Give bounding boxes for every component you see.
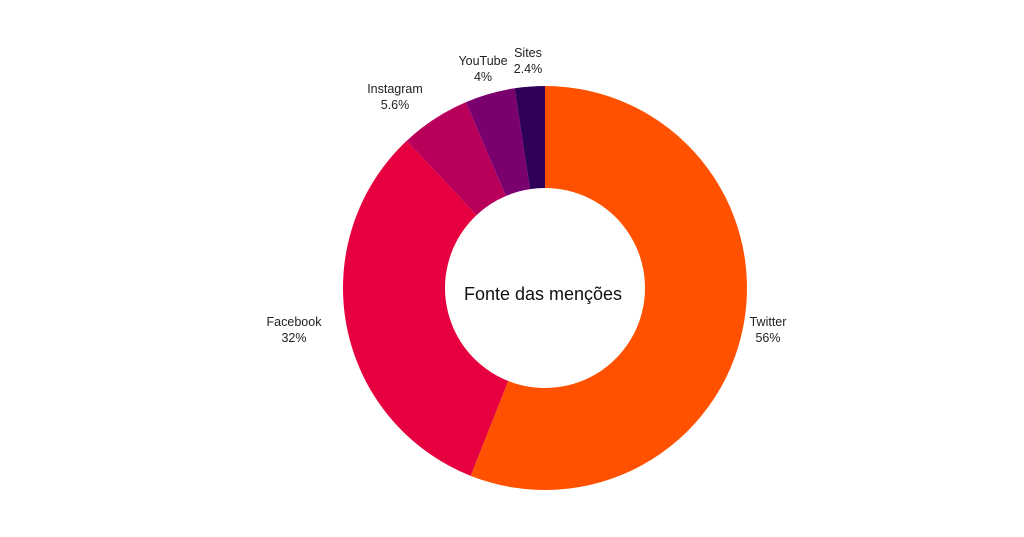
slice-label-facebook: Facebook [267,315,323,329]
slice-value-facebook: 32% [281,331,306,345]
slice-label-sites: Sites [514,46,542,60]
slice-twitter [470,86,747,491]
slice-value-youtube: 4% [474,70,492,84]
slice-value-instagram: 5.6% [381,98,410,112]
labels-group: Twitter 56% Facebook 32% Instagram 5.6% YouTub… [267,46,787,345]
slice-instagram [406,102,506,216]
slice-value-sites: 2.4% [514,62,543,76]
slice-sites [514,86,545,190]
chart-title: Fonte das menções [464,284,622,304]
slice-label-instagram: Instagram [367,82,423,96]
slice-facebook [343,140,509,476]
slice-value-twitter: 56% [755,331,780,345]
slice-label-youtube: YouTube [458,54,507,68]
slices-group [343,86,747,491]
slice-youtube [465,88,530,196]
slice-label-twitter: Twitter [750,315,787,329]
